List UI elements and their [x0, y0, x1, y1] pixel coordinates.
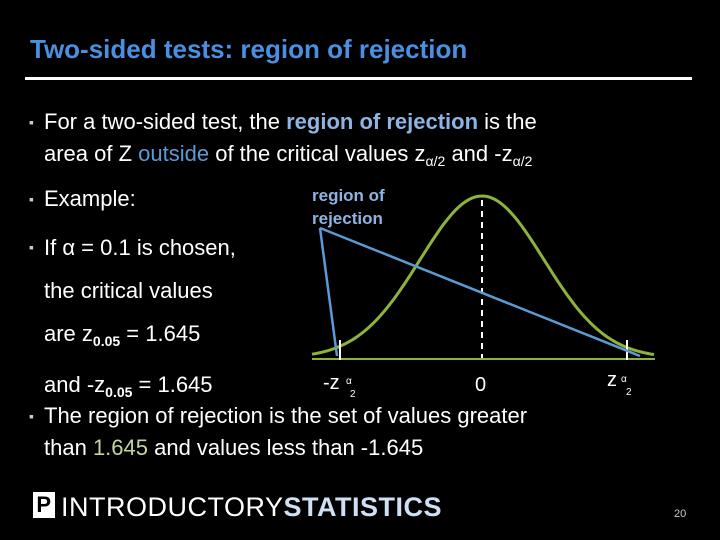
text: and -z — [44, 372, 106, 397]
bell-curve — [311, 194, 655, 356]
figure-label: region of — [312, 186, 385, 205]
axis-label: z — [607, 369, 617, 391]
text: is the — [478, 109, 537, 134]
logo: P INTRODUCTORYSTATISTICS — [33, 492, 442, 523]
text: Example: — [44, 183, 136, 215]
figure-label: rejection — [312, 209, 383, 228]
title: Two-sided tests: region of rejection — [30, 34, 468, 64]
pointer — [319, 226, 641, 358]
page-number: 20 — [674, 508, 687, 520]
axis-label: 2 — [350, 389, 356, 400]
logo-text: INTRODUCTORY — [61, 492, 284, 522]
axis-label: 0 — [475, 374, 486, 396]
bullet: If α = 0.1 is chosen, the critical value… — [44, 226, 236, 414]
text: are z — [44, 321, 93, 346]
text: and -z — [445, 141, 513, 166]
text: The region of rejection is the set of va… — [44, 400, 527, 432]
text: of the critical values z — [209, 141, 426, 166]
axis-label: α — [621, 374, 627, 385]
text: For a two-sided test, the — [44, 109, 287, 134]
bullet: Example: — [44, 183, 136, 215]
logo-text: STATISTICS — [283, 492, 443, 522]
text: than — [44, 435, 93, 460]
bullet: The region of rejection is the set of va… — [44, 400, 527, 464]
logo-icon: P — [33, 492, 55, 518]
subscript: 0.05 — [105, 384, 133, 400]
bullet: For a two-sided test, the region of reje… — [44, 106, 537, 177]
pointer — [318, 227, 339, 357]
text: outside — [138, 141, 210, 166]
text: If α = 0.1 is chosen, — [44, 226, 236, 269]
axis-label: 2 — [626, 387, 632, 398]
text: and values less than -1.645 — [148, 435, 424, 460]
text: area of Z — [44, 141, 139, 166]
text: 1.645 — [92, 435, 148, 460]
text: = 1.645 — [120, 321, 201, 346]
text: the critical values — [44, 278, 213, 303]
subscript: α/2 — [425, 153, 446, 169]
text: region of rejection — [286, 109, 479, 134]
axis-label: α — [346, 376, 352, 387]
subscript: 0.05 — [92, 333, 121, 349]
axis-label: -z — [323, 372, 340, 394]
subscript: α/2 — [512, 153, 533, 169]
title-rule — [25, 77, 692, 80]
text: = 1.645 — [132, 372, 213, 397]
